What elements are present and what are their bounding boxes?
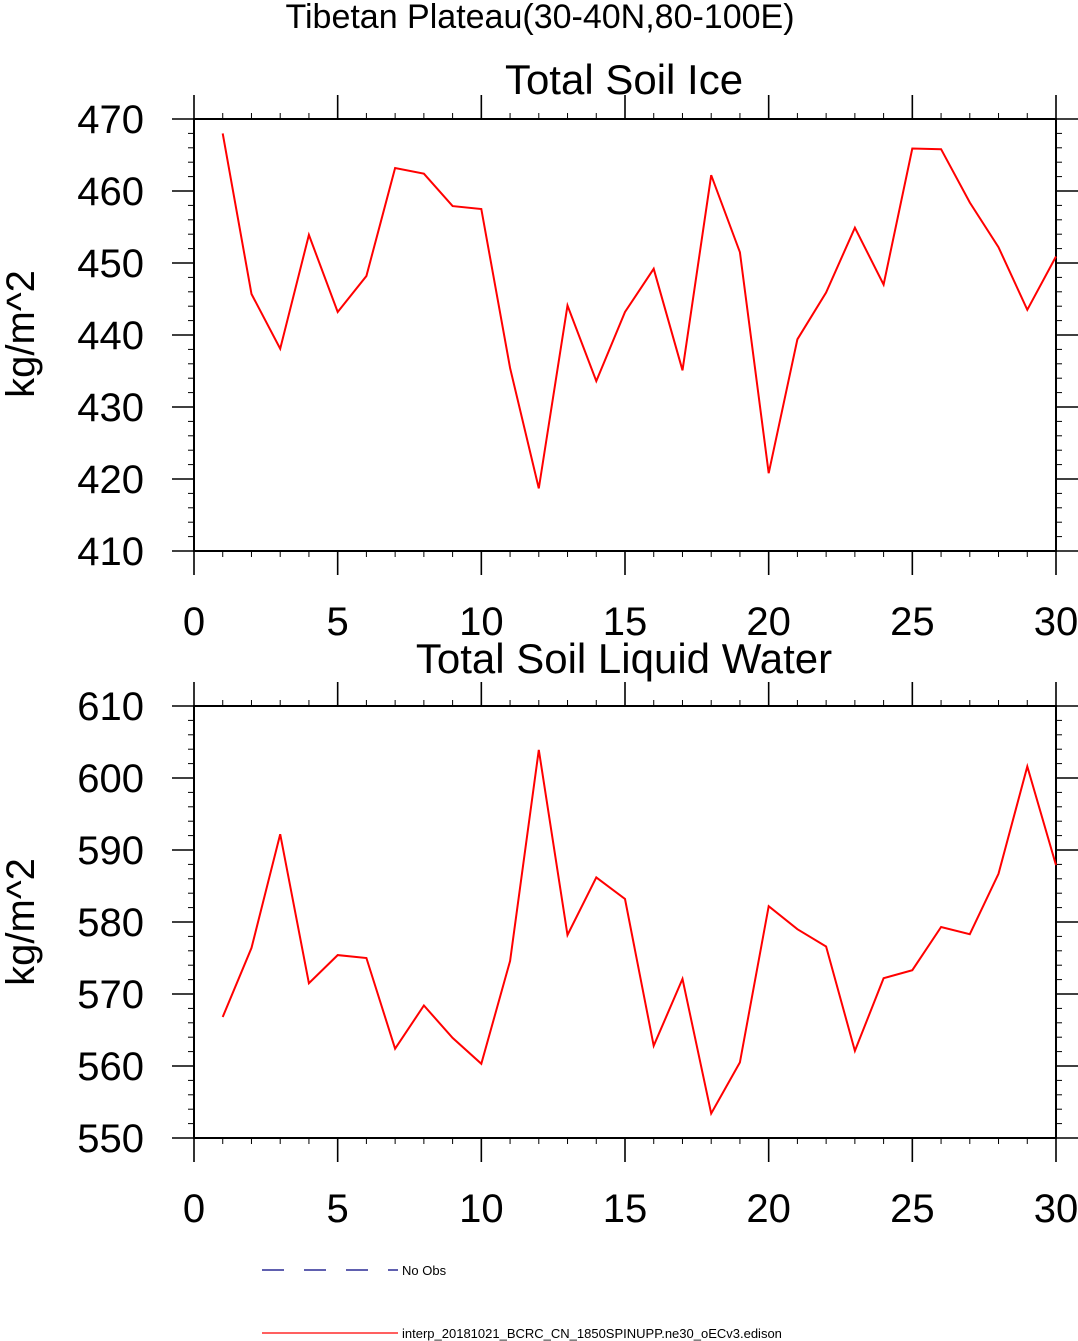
panel-title: Total Soil Ice: [505, 56, 743, 103]
y-tick-label: 460: [77, 170, 144, 214]
legend-entry-model-run: interp_20181021_BCRC_CN_1850SPINUPP.ne30…: [262, 1326, 782, 1341]
x-tick-label: 0: [183, 600, 205, 644]
y-tick-label: 610: [77, 685, 144, 729]
main-title: Tibetan Plateau(30-40N,80-100E): [285, 0, 794, 36]
x-tick-label: 10: [459, 600, 504, 644]
x-tick-label: 30: [1034, 1187, 1078, 1231]
y-tick-label: 420: [77, 458, 144, 502]
y-tick-label: 560: [77, 1045, 144, 1089]
legend-entry-no-obs: No Obs: [262, 1263, 447, 1278]
x-tick-label: 25: [890, 1187, 935, 1231]
x-tick-label: 5: [327, 600, 349, 644]
panel-title: Total Soil Liquid Water: [416, 635, 832, 682]
panel-total-soil-ice: Total Soil Ice kg/m^2 0 5 10 15 20 25 30 410 420…: [0, 56, 1078, 644]
x-tick-label: 20: [746, 600, 791, 644]
x-tick-label: 25: [890, 600, 935, 644]
x-tick-label: 20: [746, 1187, 791, 1231]
plot-frame: [193, 705, 1057, 1139]
y-tick-label: 580: [77, 901, 144, 945]
y-tick-label: 410: [77, 530, 144, 574]
legend-label: interp_20181021_BCRC_CN_1850SPINUPP.ne30…: [402, 1326, 782, 1341]
y-tick-label: 570: [77, 973, 144, 1017]
y-tick-label: 430: [77, 386, 144, 430]
x-tick-label: 10: [459, 1187, 504, 1231]
x-tick-label: 0: [183, 1187, 205, 1231]
y-tick-label: 440: [77, 314, 144, 358]
y-tick-label: 600: [77, 757, 144, 801]
x-tick-label: 30: [1034, 600, 1078, 644]
legend-label: No Obs: [402, 1263, 447, 1278]
x-tick-label: 5: [327, 1187, 349, 1231]
x-tick-label: 15: [603, 600, 648, 644]
y-tick-label: 550: [77, 1117, 144, 1161]
panel-total-soil-liquid-water: Total Soil Liquid Water kg/m^2 0 5 10 15 20 2…: [0, 635, 1078, 1231]
y-axis-label: kg/m^2: [0, 270, 43, 398]
y-tick-label: 450: [77, 242, 144, 286]
plot-frame: [193, 118, 1057, 552]
data-series-line: [221, 133, 1057, 489]
y-tick-label: 590: [77, 829, 144, 873]
y-axis-label: kg/m^2: [0, 858, 43, 986]
y-tick-label: 470: [77, 98, 144, 142]
x-tick-label: 15: [603, 1187, 648, 1231]
data-series-line: [221, 749, 1057, 1117]
legend: No Obs interp_20181021_BCRC_CN_1850SPINU…: [262, 1263, 782, 1341]
